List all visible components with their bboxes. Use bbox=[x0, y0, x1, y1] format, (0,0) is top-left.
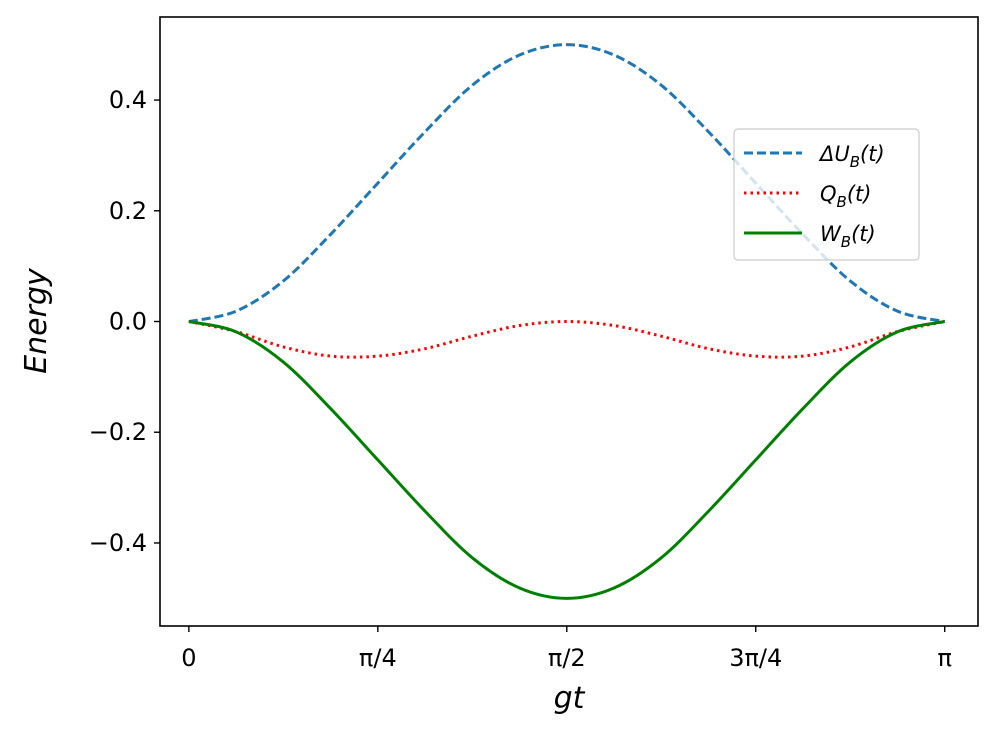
legend-label-1: QB(t) bbox=[820, 182, 871, 211]
y-tick-label: 0.0 bbox=[109, 308, 147, 336]
x-tick-label: π bbox=[937, 644, 951, 672]
y-axis-title: Energy bbox=[19, 267, 54, 374]
legend-label-2: WB(t) bbox=[820, 222, 876, 251]
series-line-2 bbox=[188, 320, 946, 600]
legend-label-0: ΔUB(t) bbox=[818, 142, 885, 171]
x-axis-title: gt bbox=[554, 681, 586, 716]
x-tick-label: 0 bbox=[181, 644, 196, 672]
y-axis: 0.4 0.2 0.0 −0.2 −0.4 bbox=[89, 86, 160, 557]
y-tick-label: −0.2 bbox=[89, 418, 147, 446]
y-tick-label: 0.2 bbox=[109, 197, 147, 225]
x-axis: 0 π/4 π/2 3π/4 π bbox=[181, 626, 952, 672]
x-tick-label: π/4 bbox=[359, 644, 397, 672]
series-line-1 bbox=[188, 319, 946, 359]
x-tick-label: π/2 bbox=[548, 644, 586, 672]
y-tick-label: −0.4 bbox=[89, 529, 147, 557]
legend-box bbox=[733, 128, 920, 261]
x-tick-label: 3π/4 bbox=[729, 644, 782, 672]
y-tick-label: 0.4 bbox=[109, 86, 147, 114]
legend: ΔUB(t) QB(t) WB(t) bbox=[733, 128, 920, 261]
